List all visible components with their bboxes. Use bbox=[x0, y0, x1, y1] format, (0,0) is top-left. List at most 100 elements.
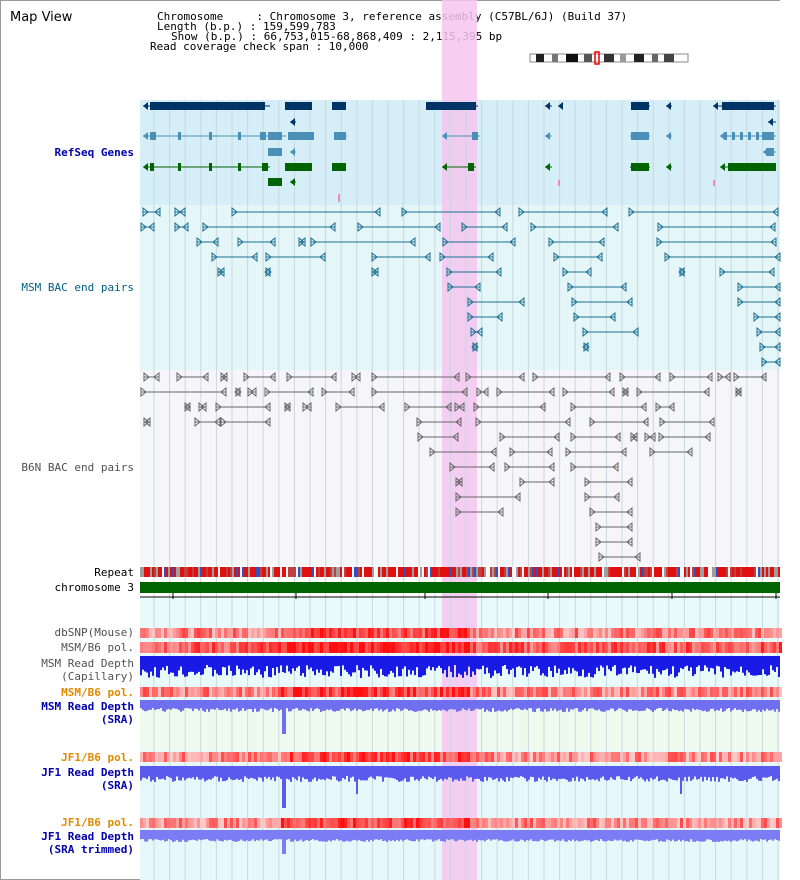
read-depth-plots[interactable] bbox=[140, 656, 780, 854]
jf1-pol2-heat-cell bbox=[701, 818, 704, 828]
jf1-pol2-heat-cell bbox=[515, 818, 518, 828]
repeat-block bbox=[154, 567, 156, 577]
msm-pol2-heat-cell bbox=[560, 687, 563, 697]
track-label-msm-b6-pol[interactable]: MSM/B6 pol. bbox=[61, 641, 134, 654]
msm-pol-heat-cell bbox=[254, 642, 257, 653]
bac-end-marker bbox=[476, 326, 483, 338]
jf1-sra-depth-bar bbox=[144, 766, 146, 778]
track-label-jf1-b6-pol[interactable]: JF1/B6 pol. bbox=[61, 751, 134, 764]
chromosome-bar[interactable] bbox=[140, 582, 780, 593]
msm-pol2-heat-cell bbox=[236, 687, 239, 697]
msm-pol2-heat-cell bbox=[719, 687, 722, 697]
msm-cap-depth-bar bbox=[674, 656, 676, 678]
track-label-msm-b6-pol-2[interactable]: MSM/B6 pol. bbox=[61, 686, 134, 699]
jf1-sra-depth-bar bbox=[324, 766, 326, 781]
track-label-msm-depth-sra[interactable]: MSM Read Depth (SRA) bbox=[41, 700, 134, 726]
msm-sra-depth-bar bbox=[356, 700, 358, 711]
jf1-pol-heat-cell bbox=[155, 752, 158, 762]
msm-pol2-heat-cell bbox=[767, 687, 770, 697]
refseq-genes[interactable] bbox=[143, 102, 776, 202]
dbsnp-heat-cell bbox=[266, 628, 269, 638]
jf1-trim-depth-bar bbox=[774, 830, 776, 840]
repeat-block bbox=[200, 567, 202, 577]
repeat-block bbox=[776, 567, 778, 577]
b6n-bac-pairs[interactable] bbox=[140, 371, 767, 563]
jf1-pol-heat-cell bbox=[323, 752, 326, 762]
bac-end-marker bbox=[371, 386, 378, 398]
track-label-jf1-depth-trim[interactable]: JF1 Read Depth (SRA trimmed) bbox=[41, 830, 134, 856]
dbsnp-heat-cell bbox=[503, 628, 506, 638]
ideogram-band bbox=[604, 54, 614, 62]
jf1-sra-depth-bar bbox=[516, 766, 518, 778]
msm-cap-depth-bar bbox=[716, 656, 718, 666]
gene-arrow bbox=[442, 163, 447, 171]
repeat-block bbox=[768, 567, 770, 577]
track-label-jf1-b6-pol-2[interactable]: JF1/B6 pol. bbox=[61, 816, 134, 829]
msm-bac-pairs[interactable] bbox=[140, 206, 781, 368]
jf1-pol2-heat-cell bbox=[287, 818, 290, 828]
highlight-region[interactable] bbox=[442, 0, 477, 880]
chromosome-ideogram[interactable] bbox=[529, 51, 689, 65]
msm-cap-depth-bar bbox=[768, 656, 770, 675]
msm-pol-heat-cell bbox=[698, 642, 701, 653]
bac-end-marker bbox=[704, 431, 711, 443]
track-label-b6n-bac[interactable]: B6N BAC end pairs bbox=[21, 461, 134, 474]
jf1-sra-depth-bar bbox=[378, 766, 380, 777]
polymorphism-heatmaps[interactable] bbox=[140, 628, 782, 828]
jf1-trim-depth-bar bbox=[630, 830, 632, 840]
jf1-pol2-heat-cell bbox=[638, 818, 641, 828]
bac-end-marker bbox=[143, 371, 150, 383]
msm-sra-depth-bar bbox=[350, 700, 352, 712]
jf1-pol2-heat-cell bbox=[539, 818, 542, 828]
jf1-sra-depth-bar bbox=[678, 766, 680, 778]
msm-cap-depth-bar bbox=[252, 656, 254, 667]
jf1-pol2-heat-cell bbox=[260, 818, 263, 828]
msm-sra-depth-bar bbox=[540, 700, 542, 712]
repeat-track[interactable] bbox=[140, 567, 780, 577]
jf1-sra-depth-bar bbox=[366, 766, 368, 781]
track-label-msm-bac[interactable]: MSM BAC end pairs bbox=[21, 281, 134, 294]
msm-pol2-heat-cell bbox=[572, 687, 575, 697]
bac-end-marker bbox=[655, 401, 662, 413]
bac-end-marker bbox=[596, 251, 603, 263]
msm-pol-heat-cell bbox=[572, 642, 575, 653]
jf1-pol2-heat-cell bbox=[245, 818, 248, 828]
repeat-block bbox=[216, 567, 218, 577]
repeat-block bbox=[274, 567, 276, 577]
msm-cap-depth-bar bbox=[452, 656, 454, 678]
track-label-refseq[interactable]: RefSeq Genes bbox=[54, 146, 134, 159]
jf1-pol2-heat-cell bbox=[398, 818, 401, 828]
jf1-pol2-heat-cell bbox=[452, 818, 455, 828]
msm-sra-depth-bar bbox=[456, 700, 458, 712]
msm-pol-heat-cell bbox=[329, 642, 332, 653]
jf1-trim-depth-bar bbox=[762, 830, 764, 840]
jf1-pol-heat-cell bbox=[698, 752, 701, 762]
jf1-sra-depth-bar bbox=[632, 766, 634, 779]
jf1-sra-depth-bar bbox=[394, 766, 396, 779]
track-label-jf1-depth-sra[interactable]: JF1 Read Depth (SRA) bbox=[41, 766, 134, 792]
msm-sra-depth-bar bbox=[526, 700, 528, 711]
bac-end-marker bbox=[686, 446, 693, 458]
repeat-block bbox=[190, 567, 192, 577]
msm-sra-depth-bar bbox=[174, 700, 176, 709]
msm-sra-depth-bar bbox=[250, 700, 252, 710]
repeat-block bbox=[508, 567, 510, 577]
track-label-msm-depth-cap[interactable]: MSM Read Depth (Capillary) bbox=[41, 657, 134, 683]
bac-end-marker bbox=[401, 206, 408, 218]
jf1-trim-depth-bar bbox=[440, 830, 442, 842]
msm-sra-depth-bar bbox=[778, 700, 780, 712]
jf1-pol2-heat-cell bbox=[182, 818, 185, 828]
jf1-pol-heat-cell bbox=[314, 752, 317, 762]
dbsnp-heat-cell bbox=[371, 628, 374, 638]
jf1-pol-heat-cell bbox=[752, 752, 755, 762]
repeat-block bbox=[764, 567, 766, 577]
jf1-pol2-heat-cell bbox=[362, 818, 365, 828]
jf1-sra-depth-bar bbox=[468, 766, 470, 778]
bac-end-marker bbox=[509, 446, 516, 458]
msm-pol2-heat-cell bbox=[257, 687, 260, 697]
msm-pol-heat-cell bbox=[182, 642, 185, 653]
bac-end-marker bbox=[626, 506, 633, 518]
msm-sra-depth-bar bbox=[460, 700, 462, 711]
track-label-dbsnp[interactable]: dbSNP(Mouse) bbox=[54, 626, 134, 639]
